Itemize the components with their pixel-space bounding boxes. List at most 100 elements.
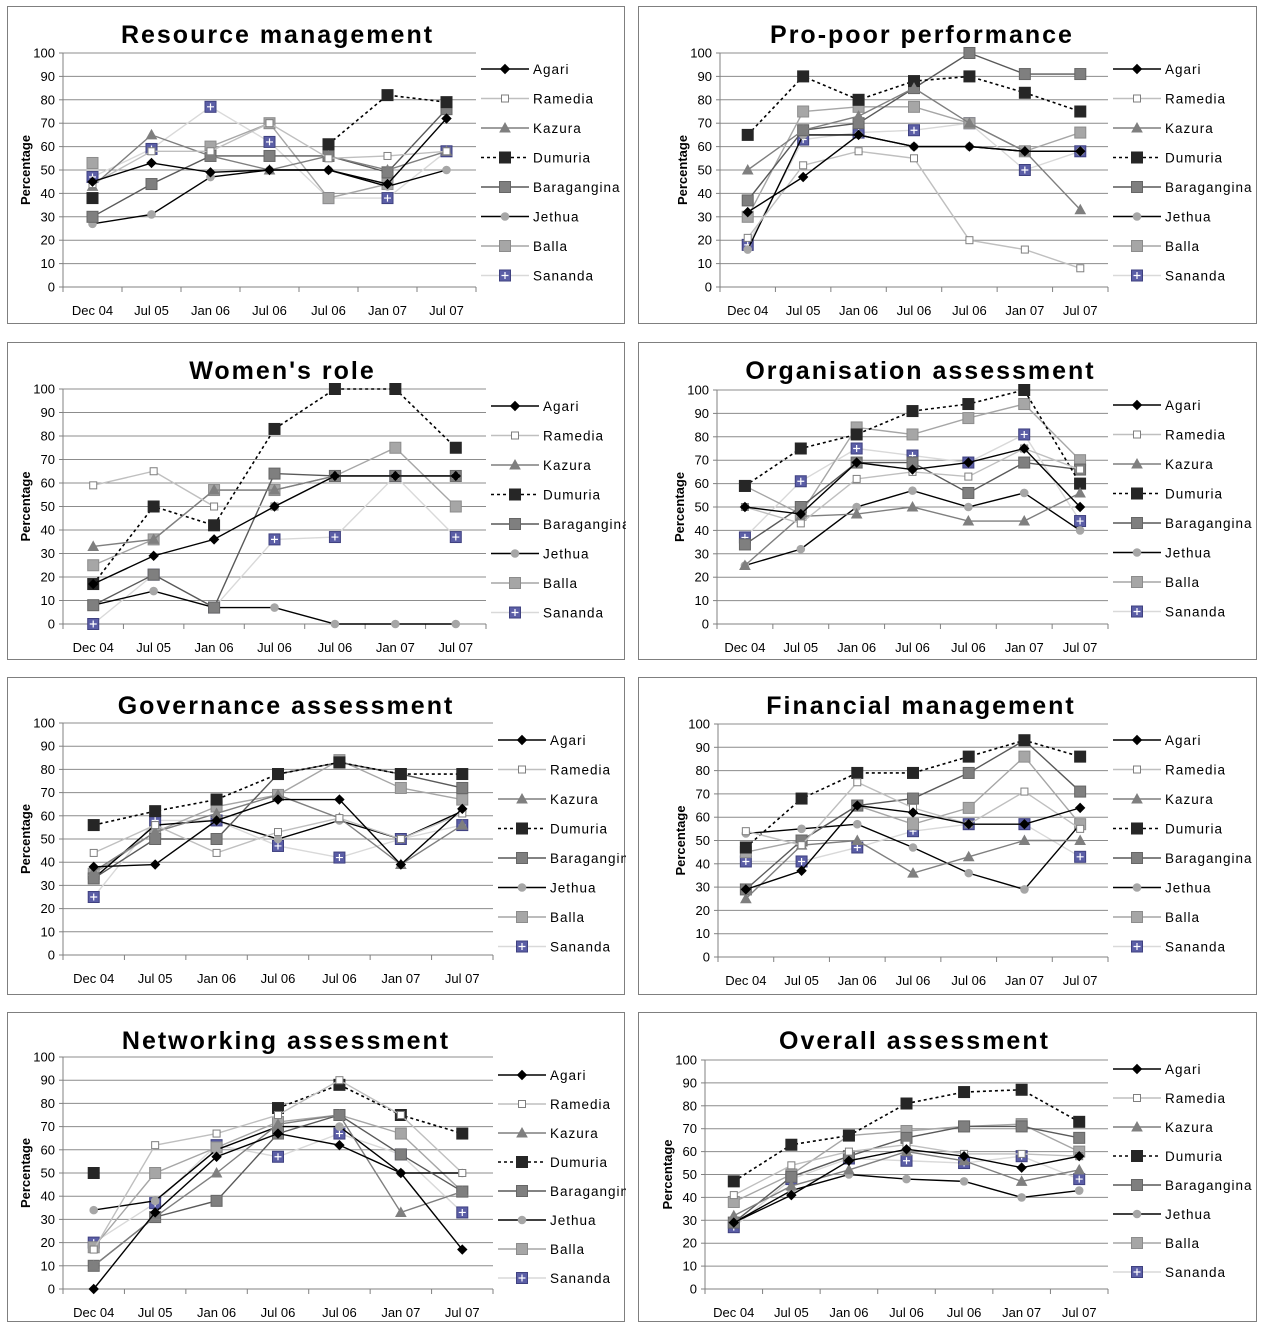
- data-point: [268, 484, 281, 495]
- x-tick-label: Jul 06: [322, 1305, 357, 1320]
- y-tick-label: 0: [703, 950, 710, 965]
- legend-item-balla: Balla: [498, 910, 584, 925]
- legend-label: Balla: [1165, 575, 1200, 590]
- data-point: [263, 135, 276, 148]
- data-point: [272, 768, 284, 781]
- y-tick-label: 10: [698, 256, 712, 271]
- legend-marker: [500, 212, 510, 221]
- data-point: [962, 850, 975, 862]
- y-axis-label: Percentage: [18, 804, 33, 874]
- legend-label: Baragangina: [1165, 180, 1253, 195]
- legend-item-baragangina: Baragangina: [1113, 516, 1252, 531]
- data-point: [799, 161, 808, 170]
- data-point: [842, 1129, 855, 1142]
- data-point: [1018, 428, 1031, 441]
- chart-svg: Networking assessment 0 10 20 30 40 50 60 70 80 90…: [18, 1027, 626, 1320]
- data-point: [145, 178, 158, 191]
- legend-marker: [499, 121, 511, 133]
- legend-label: Kazura: [550, 792, 599, 807]
- legend-label: Sananda: [1165, 269, 1226, 284]
- legend-label: Balla: [1165, 239, 1200, 254]
- legend-label: Jethua: [1165, 546, 1212, 561]
- legend-item-ramedia: Ramedia: [1113, 92, 1225, 107]
- legend-marker: [509, 400, 521, 412]
- data-point: [959, 1177, 969, 1186]
- data-point: [1015, 1083, 1028, 1096]
- x-tick-label: Dec 04: [724, 640, 765, 655]
- legend-marker: [1131, 792, 1143, 804]
- legend-marker: [510, 549, 520, 558]
- legend-label: Jethua: [1165, 881, 1212, 896]
- data-point: [333, 851, 346, 864]
- data-point: [270, 603, 279, 612]
- y-tick-label: 100: [33, 716, 55, 731]
- y-tick-label: 70: [698, 116, 712, 131]
- data-point: [1074, 501, 1086, 513]
- y-tick-label: 20: [41, 901, 55, 916]
- x-tick-label: Jul 07: [1063, 303, 1098, 318]
- y-tick-label: 100: [675, 1053, 697, 1068]
- x-tick-label: Jul 05: [783, 640, 818, 655]
- legend-item-dumuria: Dumuria: [498, 822, 608, 837]
- data-point: [396, 1111, 405, 1119]
- legend-label: Agari: [1165, 1062, 1202, 1077]
- y-tick-label: 70: [41, 452, 55, 467]
- data-point: [204, 149, 217, 161]
- x-tick-label: Jul 05: [784, 973, 819, 988]
- y-tick-label: 50: [41, 1166, 55, 1181]
- legend-item-balla: Balla: [498, 1242, 584, 1257]
- legend-marker: [1132, 548, 1142, 557]
- data-point: [844, 1147, 853, 1156]
- legend-label: Dumuria: [550, 822, 608, 837]
- legend-marker: [509, 458, 521, 470]
- legend-label: Ramedia: [550, 763, 611, 778]
- data-point: [1019, 443, 1030, 454]
- data-point: [396, 835, 405, 843]
- data-point: [962, 486, 975, 499]
- data-point: [900, 1097, 913, 1110]
- data-point: [334, 1139, 345, 1151]
- series-agari: [88, 794, 468, 873]
- legend-label: Agari: [550, 1068, 587, 1083]
- data-point: [851, 834, 864, 845]
- legend-marker: [1131, 399, 1143, 411]
- data-point: [958, 1120, 971, 1133]
- data-point: [264, 164, 275, 176]
- data-point: [149, 859, 161, 870]
- series-dumuria: [741, 70, 1087, 141]
- data-point: [394, 781, 407, 794]
- legend-label: Sananda: [550, 940, 611, 955]
- legend-marker: [511, 431, 519, 440]
- x-tick-label: Jan 06: [829, 1305, 868, 1320]
- data-point: [962, 766, 975, 779]
- legend-marker: [1131, 121, 1143, 133]
- series-agari: [87, 113, 452, 190]
- chart-title: Governance assessment: [118, 692, 455, 720]
- legend-item-baragangina: Baragangina: [491, 517, 626, 532]
- chart-svg: Overall assessment 0 10 20 30 40 50 60 70 80 90 100…: [660, 1027, 1252, 1320]
- x-tick-label: Jul 06: [322, 971, 357, 986]
- data-point: [963, 117, 976, 128]
- data-point: [322, 192, 335, 205]
- data-point: [797, 70, 810, 83]
- data-point: [335, 814, 344, 823]
- data-point: [441, 113, 452, 124]
- data-point: [381, 163, 394, 175]
- legend-label: Dumuria: [1165, 151, 1223, 166]
- y-tick-label: 60: [41, 139, 55, 154]
- legend-item-baragangina: Baragangina: [481, 180, 620, 195]
- chart-title: Networking assessment: [122, 1027, 450, 1055]
- y-tick-label: 30: [41, 209, 55, 224]
- x-tick-label: Jul 05: [786, 303, 821, 318]
- legend-marker: [516, 1243, 528, 1255]
- data-point: [395, 859, 407, 870]
- chart-svg: Women's role 0 10 20 30 40 50 60 70 80 90 100 Dec 04…: [18, 357, 626, 655]
- y-tick-label: 80: [41, 429, 55, 444]
- legend-item-kazura: Kazura: [1113, 792, 1213, 807]
- y-tick-label: 30: [41, 546, 55, 561]
- y-tick-label: 60: [41, 476, 55, 491]
- y-tick-label: 30: [698, 209, 712, 224]
- legend-label: Balla: [543, 576, 578, 591]
- y-tick-label: 90: [41, 69, 55, 84]
- data-point: [727, 1175, 740, 1188]
